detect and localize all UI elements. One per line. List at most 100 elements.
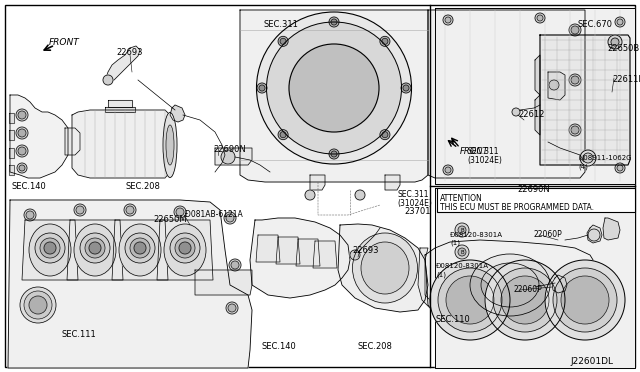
Polygon shape (240, 10, 428, 182)
Text: Ð081AB-6121A: Ð081AB-6121A (185, 210, 243, 219)
Text: (31024E): (31024E) (467, 156, 502, 165)
Circle shape (226, 214, 234, 222)
Circle shape (569, 124, 581, 136)
Circle shape (329, 17, 339, 27)
Circle shape (329, 149, 339, 159)
Text: ATTENTION: ATTENTION (440, 194, 483, 203)
Polygon shape (9, 148, 14, 158)
Circle shape (615, 163, 625, 173)
Circle shape (380, 130, 390, 140)
Polygon shape (256, 235, 280, 262)
Circle shape (571, 26, 579, 34)
Circle shape (40, 238, 60, 258)
Text: SEC.111: SEC.111 (62, 330, 97, 339)
Text: 22693: 22693 (116, 48, 143, 57)
Circle shape (17, 163, 27, 173)
Circle shape (19, 165, 25, 171)
Polygon shape (250, 218, 350, 298)
Circle shape (89, 242, 101, 254)
Polygon shape (108, 100, 132, 107)
Circle shape (221, 150, 235, 164)
Polygon shape (310, 175, 325, 190)
Circle shape (485, 260, 565, 340)
Bar (437, 188, 635, 212)
Circle shape (331, 151, 337, 157)
Circle shape (170, 233, 200, 263)
Circle shape (535, 13, 545, 23)
Text: SEC.140: SEC.140 (262, 342, 297, 351)
Text: (4): (4) (578, 163, 588, 170)
Circle shape (224, 212, 236, 224)
Text: SEC.140: SEC.140 (12, 182, 47, 191)
Circle shape (571, 76, 579, 84)
Polygon shape (9, 113, 14, 123)
Polygon shape (296, 239, 320, 266)
Ellipse shape (289, 44, 379, 132)
Text: 22690N: 22690N (517, 185, 550, 194)
Circle shape (125, 233, 155, 263)
Polygon shape (8, 200, 252, 368)
Polygon shape (22, 220, 78, 280)
Polygon shape (313, 241, 337, 268)
Text: (1): (1) (450, 240, 460, 247)
Circle shape (455, 223, 469, 237)
Polygon shape (195, 270, 252, 295)
Circle shape (130, 238, 150, 258)
Circle shape (445, 167, 451, 173)
Circle shape (126, 206, 134, 214)
Circle shape (20, 287, 56, 323)
Circle shape (278, 36, 288, 46)
Circle shape (24, 209, 36, 221)
Text: Ð08120-8301A: Ð08120-8301A (450, 232, 503, 238)
Polygon shape (338, 224, 428, 312)
Polygon shape (535, 95, 540, 135)
Circle shape (617, 165, 623, 171)
Circle shape (403, 85, 409, 91)
Text: SEC.110: SEC.110 (435, 315, 470, 324)
Text: 22060P: 22060P (534, 230, 563, 239)
Circle shape (493, 268, 557, 332)
Text: N08911-1062G: N08911-1062G (578, 155, 632, 161)
Text: SEC.311: SEC.311 (263, 20, 298, 29)
Circle shape (382, 132, 388, 138)
Circle shape (29, 296, 47, 314)
Ellipse shape (361, 242, 409, 294)
Circle shape (458, 226, 466, 234)
Circle shape (134, 242, 146, 254)
Circle shape (455, 245, 469, 259)
Circle shape (501, 276, 549, 324)
Circle shape (446, 276, 494, 324)
Circle shape (430, 260, 510, 340)
Polygon shape (276, 237, 300, 264)
Ellipse shape (166, 125, 174, 165)
Text: 22060P: 22060P (514, 285, 543, 294)
Circle shape (580, 150, 596, 166)
Polygon shape (157, 220, 213, 280)
Polygon shape (435, 188, 635, 368)
Circle shape (443, 15, 453, 25)
Ellipse shape (164, 224, 206, 276)
Polygon shape (385, 175, 400, 190)
Circle shape (512, 108, 520, 116)
Circle shape (174, 206, 186, 218)
Polygon shape (535, 55, 540, 95)
Circle shape (18, 129, 26, 137)
Polygon shape (540, 35, 630, 165)
Ellipse shape (353, 233, 417, 303)
Polygon shape (112, 220, 168, 280)
Polygon shape (10, 95, 68, 178)
Text: B: B (460, 250, 464, 254)
Circle shape (305, 190, 315, 200)
Polygon shape (428, 10, 585, 178)
Circle shape (331, 19, 337, 25)
Text: 23701: 23701 (404, 207, 431, 216)
Text: SEC.670: SEC.670 (577, 20, 612, 29)
Circle shape (35, 233, 65, 263)
Circle shape (588, 229, 600, 241)
Circle shape (443, 165, 453, 175)
Polygon shape (170, 105, 185, 122)
Circle shape (445, 17, 451, 23)
Circle shape (583, 153, 593, 163)
Circle shape (18, 147, 26, 155)
Circle shape (537, 15, 543, 21)
